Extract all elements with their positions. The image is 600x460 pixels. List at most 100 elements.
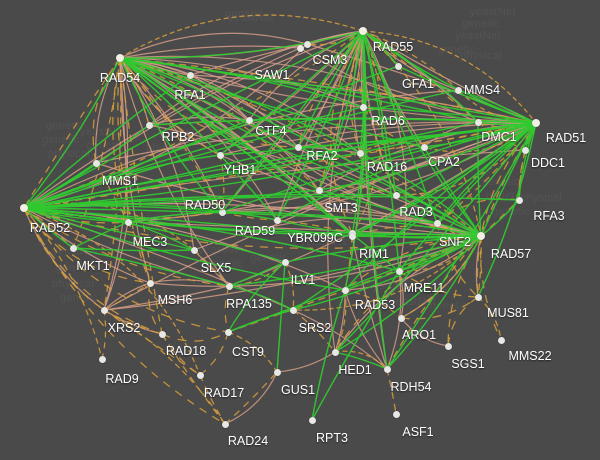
- gene-label-rad53[interactable]: RAD53: [354, 298, 396, 312]
- gene-node-cst9[interactable]: [224, 328, 232, 336]
- gene-label-ybr099c[interactable]: YBR099C: [287, 231, 343, 245]
- gene-label-rpb2[interactable]: RPB2: [161, 130, 195, 144]
- gene-label-cpa2[interactable]: CPA2: [428, 155, 460, 169]
- gene-node-rfa2[interactable]: [294, 143, 302, 151]
- gene-label-msh6[interactable]: MSH6: [157, 293, 193, 307]
- gene-label-mkt1[interactable]: MKT1: [76, 259, 110, 273]
- gene-label-rad50[interactable]: RAD50: [184, 198, 226, 212]
- gene-label-rdh54[interactable]: RDH54: [390, 380, 432, 394]
- gene-label-aro1[interactable]: ARO1: [401, 328, 437, 342]
- gene-node-slx5[interactable]: [190, 246, 198, 254]
- gene-label-dmc1[interactable]: DMC1: [481, 130, 517, 144]
- gene-label-srs2[interactable]: SRS2: [298, 321, 332, 335]
- gene-node-msh6[interactable]: [146, 279, 154, 287]
- gene-label-rfa3[interactable]: RFA3: [533, 209, 565, 223]
- gene-node-rad53[interactable]: [341, 286, 349, 294]
- gene-node-rad24[interactable]: [221, 420, 229, 428]
- gene-node-gus1[interactable]: [273, 368, 281, 376]
- gene-node-rdh54[interactable]: [383, 365, 391, 373]
- gene-label-xrs2[interactable]: XRS2: [107, 321, 141, 335]
- gene-node-aro1[interactable]: [397, 314, 405, 322]
- gene-node-snf2[interactable]: [477, 232, 485, 240]
- gene-node-rad9[interactable]: [98, 355, 106, 363]
- gene-node-csm3[interactable]: [303, 40, 311, 48]
- gene-label-rad9[interactable]: RAD9: [105, 372, 139, 386]
- gene-label-saw1[interactable]: SAW1: [254, 68, 290, 82]
- gene-label-mus81[interactable]: MUS81: [487, 306, 529, 320]
- gene-node-rad17[interactable]: [196, 371, 204, 379]
- gene-label-rad55[interactable]: RAD55: [372, 40, 414, 54]
- gene-label-gus1[interactable]: GUS1: [280, 383, 316, 397]
- gene-node-mkt1[interactable]: [69, 244, 77, 252]
- gene-label-ilv1[interactable]: ILV1: [290, 273, 316, 287]
- gene-label-cst9[interactable]: CST9: [232, 345, 264, 359]
- gene-label-hed1[interactable]: HED1: [338, 363, 372, 377]
- gene-node-rad18[interactable]: [158, 330, 166, 338]
- gene-node-hed1[interactable]: [331, 348, 339, 356]
- gene-node-sgs1[interactable]: [444, 342, 452, 350]
- gene-label-mms1[interactable]: MMS1: [101, 174, 139, 188]
- gene-node-rfa1[interactable]: [186, 71, 194, 79]
- gene-node-rpt3[interactable]: [308, 416, 316, 424]
- gene-node-xrs2[interactable]: [100, 306, 108, 314]
- gene-label-rfa2[interactable]: RFA2: [306, 149, 338, 163]
- gene-label-rpa135[interactable]: RPA135: [226, 297, 272, 311]
- gene-label-snf2[interactable]: SNF2: [439, 235, 471, 249]
- gene-node-rad3[interactable]: [392, 191, 400, 199]
- gene-node-rpa135[interactable]: [225, 282, 233, 290]
- gene-label-rfa1[interactable]: RFA1: [174, 88, 206, 102]
- gene-node-mms1[interactable]: [92, 159, 100, 167]
- gene-node-srs2[interactable]: [289, 306, 297, 314]
- gene-node-ilv1[interactable]: [281, 258, 289, 266]
- gene-node-saw1[interactable]: [296, 44, 304, 52]
- gene-label-gfa1[interactable]: GFA1: [402, 77, 434, 91]
- gene-label-mre11[interactable]: MRE11: [403, 281, 445, 295]
- gene-label-yhb1[interactable]: YHB1: [223, 163, 257, 177]
- gene-node-rad57[interactable]: [433, 219, 441, 227]
- gene-node-gfa1[interactable]: [394, 62, 402, 70]
- gene-label-rad6[interactable]: RAD6: [371, 114, 405, 128]
- gene-label-rpt3[interactable]: RPT3: [316, 431, 348, 445]
- gene-node-ctf4[interactable]: [245, 116, 253, 124]
- gene-label-rad17[interactable]: RAD17: [203, 386, 245, 400]
- gene-label-ctf4[interactable]: CTF4: [255, 124, 287, 138]
- gene-node-ddc1[interactable]: [521, 146, 529, 154]
- gene-label-rad3[interactable]: RAD3: [399, 205, 433, 219]
- gene-label-rad59[interactable]: RAD59: [234, 224, 276, 238]
- gene-label-rad24[interactable]: RAD24: [227, 434, 269, 448]
- gene-node-mms4[interactable]: [454, 86, 462, 94]
- gene-node-mms22[interactable]: [497, 336, 505, 344]
- gene-node-rad52[interactable]: [20, 204, 28, 212]
- gene-label-mms22[interactable]: MMS22: [508, 349, 552, 363]
- gene-node-cpa2[interactable]: [420, 143, 428, 151]
- gene-node-rim1[interactable]: [348, 232, 356, 240]
- gene-node-rpb2[interactable]: [145, 121, 153, 129]
- gene-label-ddc1[interactable]: DDC1: [530, 156, 566, 170]
- gene-node-mre11[interactable]: [395, 267, 403, 275]
- gene-node-rad16[interactable]: [356, 149, 364, 157]
- gene-label-rim1[interactable]: RIM1: [359, 247, 389, 261]
- gene-node-mus81[interactable]: [474, 293, 482, 301]
- gene-node-rad59[interactable]: [273, 216, 281, 224]
- gene-label-slx5[interactable]: SLX5: [200, 261, 232, 275]
- gene-label-rad18[interactable]: RAD18: [165, 344, 207, 358]
- gene-node-rad55[interactable]: [359, 27, 367, 35]
- gene-node-rad6[interactable]: [359, 103, 367, 111]
- gene-label-rad57[interactable]: RAD57: [490, 247, 532, 261]
- gene-node-rad50[interactable]: [218, 208, 226, 216]
- gene-node-rfa3[interactable]: [515, 196, 523, 204]
- gene-node-asf1[interactable]: [392, 410, 400, 418]
- gene-label-rad52[interactable]: RAD52: [29, 221, 71, 235]
- gene-label-rad51[interactable]: RAD51: [545, 131, 587, 145]
- gene-node-rad51[interactable]: [532, 119, 540, 127]
- gene-label-sgs1[interactable]: SGS1: [451, 357, 485, 371]
- gene-label-asf1[interactable]: ASF1: [402, 425, 434, 439]
- gene-label-mec3[interactable]: MEC3: [132, 235, 168, 249]
- gene-label-smt3[interactable]: SMT3: [324, 201, 358, 215]
- gene-node-smt3[interactable]: [315, 186, 323, 194]
- gene-node-mec3[interactable]: [124, 218, 132, 226]
- gene-label-csm3[interactable]: CSM3: [312, 53, 348, 67]
- gene-node-rad54[interactable]: [116, 54, 124, 62]
- gene-label-rad16[interactable]: RAD16: [366, 160, 408, 174]
